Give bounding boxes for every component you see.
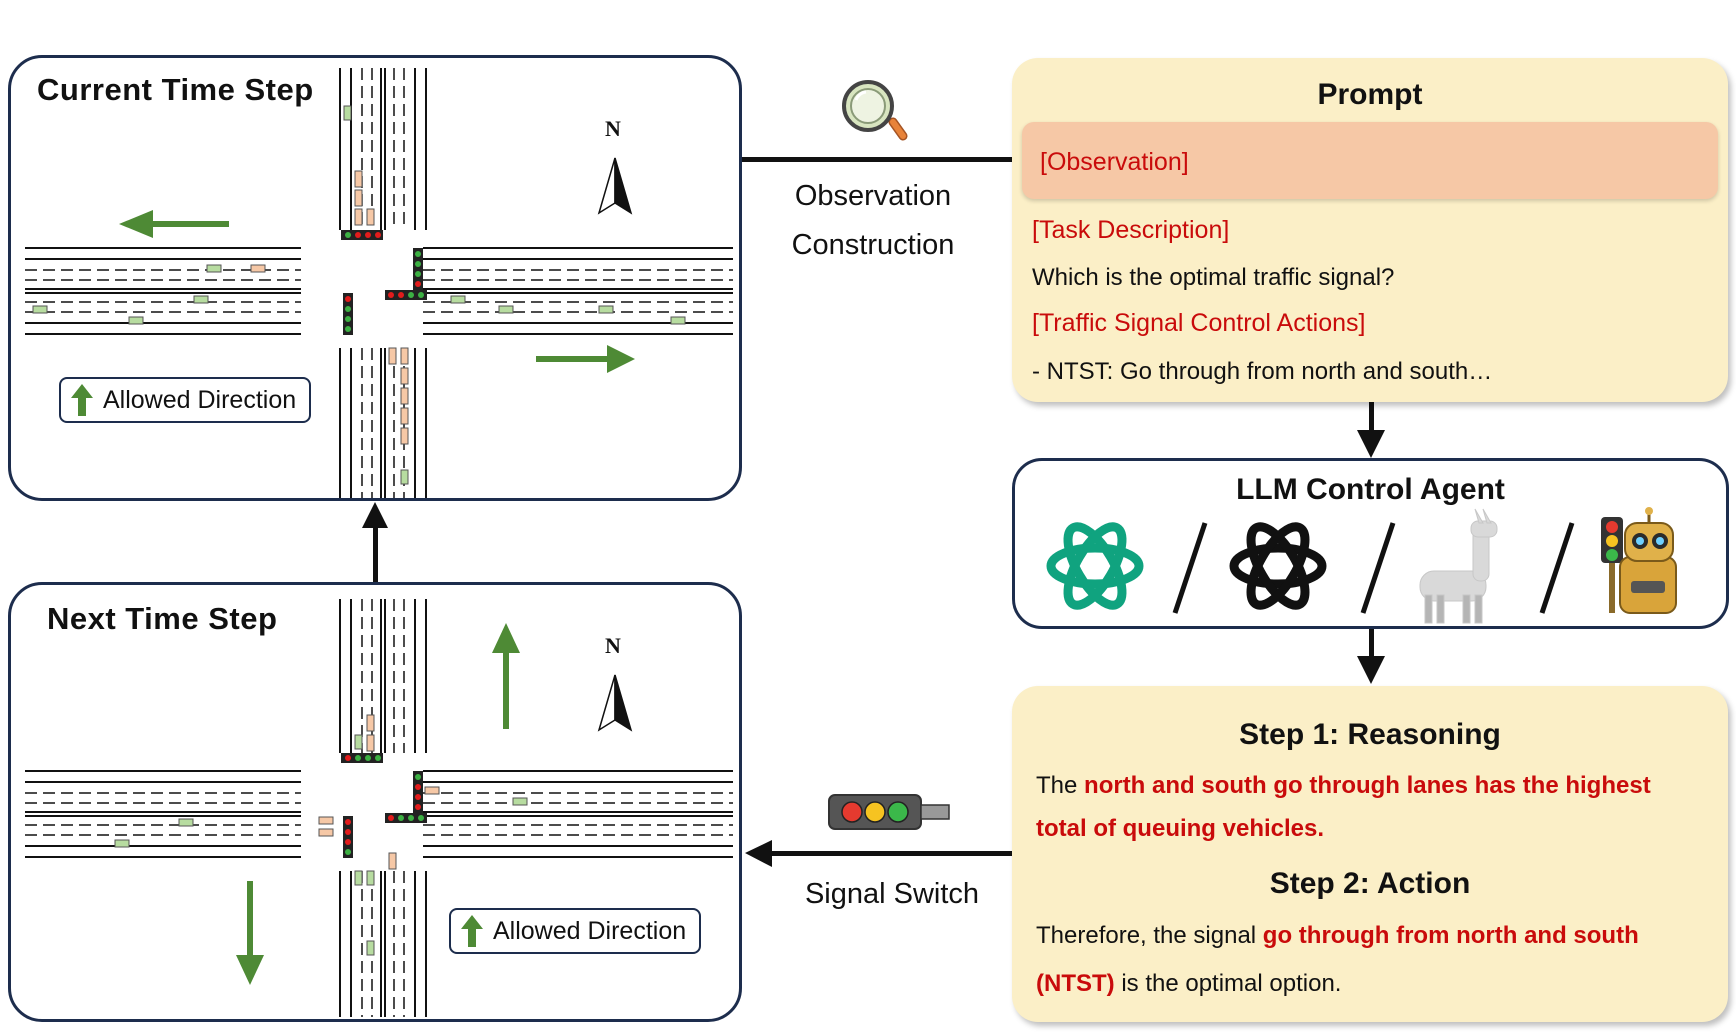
actions-tag: [Traffic Signal Control Actions] [1032,309,1365,338]
agent-logos [1015,461,1726,626]
agent-to-response-arrow [1357,629,1385,684]
step1-line1: The north and south go through lanes has… [1036,772,1651,800]
actions-text: - NTST: Go through from north and south… [1032,358,1492,386]
current-time-step-panel: Current Time Step [8,55,742,501]
intersection-map-next [11,585,742,1022]
observation-arrow [742,146,1050,173]
traffic-robot-icon [1601,507,1676,613]
separator-slash [1542,523,1572,613]
step1-highlight-b: total of queuing vehicles. [1036,815,1324,843]
up-arrow-icon [69,382,95,418]
llm-agent-panel: LLM Control Agent [1012,458,1729,629]
allowed-direction-legend: Allowed Direction [449,908,701,954]
response-panel: Step 1: Reasoning The north and south go… [1012,686,1728,1022]
prompt-to-agent-arrow [1357,402,1385,458]
intersection-map-current [11,58,742,501]
next-time-step-panel: Next Time Step [8,582,742,1022]
chatgpt-black-icon [1234,519,1322,613]
compass-north-icon [599,158,631,213]
step1-title: Step 1: Reasoning [1012,718,1728,752]
step2-highlight-b: (NTST) [1036,970,1115,997]
magnifier-icon [844,82,903,136]
step2-prefix: Therefore, the signal [1036,922,1256,949]
compass-north-icon [599,675,631,730]
legend-label: Allowed Direction [493,917,686,946]
step1-highlight-a: north and south go through lanes has the… [1084,772,1651,799]
prompt-panel: Prompt [Observation] [Task Description] … [1012,58,1728,402]
step2-suffix: is the optimal option. [1121,970,1341,997]
step2-line1: Therefore, the signal go through from no… [1036,922,1639,950]
prompt-title: Prompt [1012,78,1728,112]
traffic-signals [341,230,427,335]
upward-arrow [362,502,388,582]
up-arrow-icon [459,913,485,949]
task-description-tag: [Task Description] [1032,216,1229,245]
step2-title: Step 2: Action [1012,867,1728,901]
allowed-direction-legend: Allowed Direction [59,377,311,423]
step2-line2: (NTST) is the optimal option. [1036,970,1341,998]
task-description-text: Which is the optimal traffic signal? [1032,264,1394,292]
compass-north-label: N [605,633,621,659]
separator-slash [1175,523,1205,613]
signal-switch-arrow [745,840,1012,867]
compass-north-label: N [605,116,621,142]
signal-switch-label: Signal Switch [770,878,1014,911]
chatgpt-green-icon [1051,519,1139,613]
separator-slash [1363,523,1393,613]
step1-prefix: The [1036,772,1077,799]
observation-label-line1: Observation [750,180,996,213]
step2-highlight-a: go through from north and south [1263,922,1639,949]
llama-icon [1420,509,1497,623]
traffic-signals [341,753,427,858]
observation-tag: [Observation] [1040,148,1189,177]
traffic-light-icon [829,795,949,829]
legend-label: Allowed Direction [103,386,296,415]
observation-label-line2: Construction [750,229,996,262]
